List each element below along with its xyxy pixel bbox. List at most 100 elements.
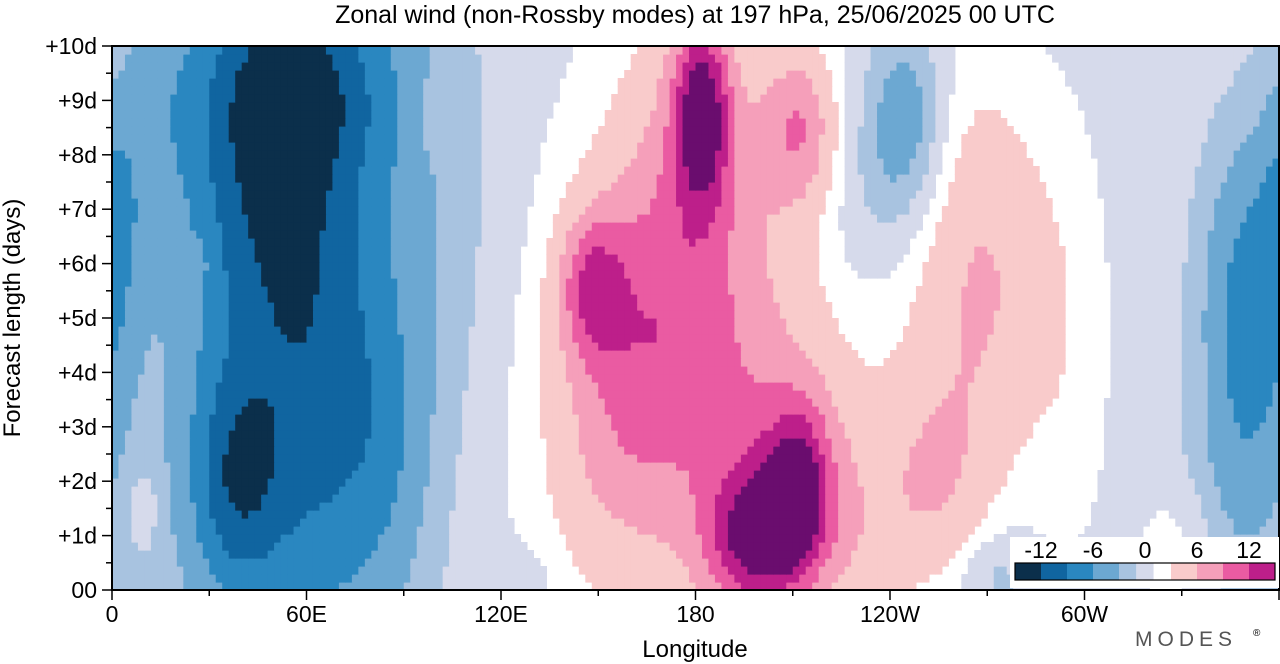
- field-cell: [228, 558, 236, 567]
- field-cell: [235, 438, 243, 447]
- field-cell: [261, 470, 269, 479]
- field-cell: [838, 414, 846, 423]
- field-cell: [857, 422, 865, 431]
- field-cell: [300, 446, 308, 455]
- field-cell: [734, 518, 742, 527]
- field-cell: [1259, 374, 1267, 383]
- field-cell: [481, 382, 489, 391]
- field-cell: [1149, 502, 1157, 511]
- field-cell: [215, 478, 223, 487]
- field-cell: [578, 366, 586, 375]
- field-cell: [928, 486, 936, 495]
- field-cell: [287, 454, 295, 463]
- field-cell: [235, 526, 243, 535]
- field-cell: [682, 518, 690, 527]
- field-cell: [1240, 446, 1248, 455]
- field-cell: [312, 518, 321, 527]
- field-cell: [1188, 462, 1196, 471]
- field-cell: [377, 438, 385, 447]
- field-cell: [1090, 510, 1099, 519]
- field-cell: [617, 478, 625, 487]
- field-cell: [922, 358, 930, 367]
- field-cell: [974, 478, 982, 487]
- field-cell: [1220, 462, 1228, 471]
- field-cell: [1259, 350, 1267, 359]
- field-cell: [189, 382, 197, 391]
- field-cell: [1259, 390, 1267, 399]
- field-cell: [494, 510, 502, 519]
- field-cell: [416, 414, 424, 423]
- field-cell: [753, 502, 761, 511]
- field-cell: [1103, 526, 1112, 535]
- field-cell: [183, 462, 191, 471]
- field-cell: [578, 358, 586, 367]
- field-cell: [546, 406, 554, 415]
- field-cell: [222, 558, 230, 567]
- field-cell: [254, 566, 262, 575]
- field-cell: [637, 534, 645, 543]
- field-cell: [1266, 398, 1274, 407]
- field-cell: [902, 398, 911, 407]
- field-cell: [695, 454, 703, 463]
- field-cell: [215, 566, 223, 575]
- field-cell: [416, 390, 424, 399]
- field-cell: [163, 470, 171, 479]
- field-cell: [598, 478, 606, 487]
- field-cell: [1214, 438, 1222, 447]
- field-cell: [462, 398, 470, 407]
- field-cell: [689, 502, 697, 511]
- field-cell: [708, 390, 716, 399]
- field-cell: [306, 494, 314, 503]
- field-cell: [196, 374, 204, 383]
- field-cell: [202, 374, 210, 383]
- field-cell: [1019, 358, 1027, 367]
- field-cell: [124, 550, 133, 559]
- field-cell: [954, 422, 962, 431]
- field-cell: [825, 374, 833, 383]
- field-cell: [695, 558, 703, 567]
- field-cell: [118, 510, 126, 519]
- field-cell: [857, 542, 865, 551]
- field-cell: [384, 494, 392, 503]
- field-cell: [1000, 438, 1008, 447]
- field-cell: [209, 342, 217, 351]
- field-cell: [864, 414, 872, 423]
- field-cell: [332, 430, 340, 439]
- field-cell: [423, 502, 431, 511]
- field-cell: [144, 374, 152, 383]
- field-cell: [124, 374, 133, 383]
- field-cell: [941, 550, 949, 559]
- field-cell: [877, 486, 885, 495]
- field-cell: [851, 478, 859, 487]
- field-cell: [1214, 510, 1222, 519]
- field-cell: [488, 542, 496, 551]
- field-cell: [293, 422, 301, 431]
- field-cell: [753, 438, 761, 447]
- field-cell: [1155, 438, 1163, 447]
- field-cell: [1207, 526, 1215, 535]
- field-cell: [390, 518, 398, 527]
- field-cell: [1220, 446, 1228, 455]
- field-cell: [468, 558, 476, 567]
- field-cell: [883, 558, 891, 567]
- field-cell: [163, 454, 171, 463]
- field-cell: [462, 574, 470, 583]
- field-cell: [740, 374, 748, 383]
- field-cell: [682, 350, 690, 359]
- field-cell: [1142, 374, 1150, 383]
- field-cell: [682, 462, 690, 471]
- field-cell: [825, 462, 833, 471]
- field-cell: [799, 582, 807, 591]
- field-cell: [844, 566, 852, 575]
- field-cell: [760, 422, 768, 431]
- field-cell: [890, 406, 898, 415]
- field-cell: [643, 342, 651, 351]
- field-cell: [591, 542, 599, 551]
- field-cell: [1272, 398, 1280, 407]
- field-cell: [760, 446, 768, 455]
- field-cell: [799, 422, 807, 431]
- field-cell: [993, 534, 1001, 543]
- field-cell: [630, 558, 638, 567]
- field-cell: [643, 534, 651, 543]
- field-cell: [332, 526, 340, 535]
